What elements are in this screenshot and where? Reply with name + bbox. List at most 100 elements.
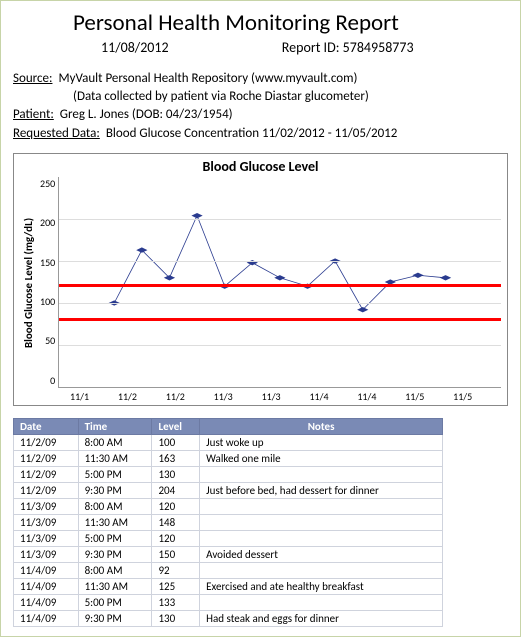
table-row: 11/3/099:30 PM150Avoided dessert — [14, 546, 443, 562]
table-cell: 11/2/09 — [14, 450, 79, 466]
table-row: 11/4/098:00 AM92 — [14, 562, 443, 578]
table-row: 11/4/0911:30 AM125Exercised and ate heal… — [14, 578, 443, 594]
chart-ylabel: Blood Glucose Level (mg/dL) — [20, 177, 37, 388]
ytick: 200 — [40, 216, 55, 229]
table-row: 11/2/095:00 PM130 — [14, 466, 443, 482]
patient-label: Patient: — [13, 106, 54, 124]
table-cell: 11/4/09 — [14, 562, 79, 578]
table-cell: 11:30 AM — [78, 514, 152, 530]
table-cell: 5:00 PM — [78, 466, 152, 482]
table-cell: 133 — [152, 594, 200, 610]
ytick: 150 — [40, 256, 55, 269]
xtick: 11/1 — [70, 390, 118, 403]
table-cell: 11/2/09 — [14, 434, 79, 450]
table-cell: 11/4/09 — [14, 610, 79, 626]
gridline — [59, 303, 501, 304]
table-cell: 11/2/09 — [14, 466, 79, 482]
table-row: 11/3/0911:30 AM148 — [14, 514, 443, 530]
table-cell: 11/2/09 — [14, 482, 79, 498]
xtick: 11/2 — [118, 390, 166, 403]
series-line — [114, 215, 445, 309]
table-cell — [200, 514, 443, 530]
table-cell: 92 — [152, 562, 200, 578]
table-cell: 150 — [152, 546, 200, 562]
table-cell: 8:00 AM — [78, 498, 152, 514]
table-cell: Walked one mile — [200, 450, 443, 466]
report-id-label: Report ID: — [282, 39, 340, 56]
table-cell — [200, 594, 443, 610]
table-header-row: DateTimeLevelNotes — [14, 418, 443, 434]
table-cell: 11/4/09 — [14, 578, 79, 594]
chart-container: Blood Glucose Level Blood Glucose Level … — [13, 153, 508, 406]
table-body: 11/2/098:00 AM100Just woke up11/2/0911:3… — [14, 434, 443, 626]
table-col-notes: Notes — [200, 418, 443, 434]
report-date: 11/08/2012 — [101, 39, 169, 56]
table-cell: 163 — [152, 450, 200, 466]
series-marker — [413, 272, 424, 277]
table-cell — [200, 530, 443, 546]
table-cell: 120 — [152, 498, 200, 514]
ytick: 100 — [40, 295, 55, 308]
requested-value: Blood Glucose Concentration 11/02/2012 -… — [106, 125, 398, 143]
table-cell: 11/3/09 — [14, 546, 79, 562]
series-marker — [440, 275, 451, 280]
xtick: 11/2 — [166, 390, 214, 403]
ytick: 50 — [45, 334, 55, 347]
xtick: 11/4 — [309, 390, 357, 403]
table-row: 11/3/095:00 PM120 — [14, 530, 443, 546]
data-table-container: DateTimeLevelNotes 11/2/098:00 AM100Just… — [13, 418, 508, 627]
table-cell: Had steak and eggs for dinner — [200, 610, 443, 626]
table-cell — [200, 562, 443, 578]
chart-yaxis: 250200150100500 — [37, 177, 58, 387]
report-title: Personal Health Monitoring Report — [73, 9, 508, 37]
series-marker — [192, 213, 203, 218]
table-cell: Exercised and ate healthy breakfast — [200, 578, 443, 594]
table-cell: 148 — [152, 514, 200, 530]
gridline — [59, 345, 501, 346]
report-subline: 11/08/2012 Report ID: 5784958773 — [101, 39, 508, 56]
gridline — [59, 261, 501, 262]
table-cell: Just woke up — [200, 434, 443, 450]
table-cell: 11/3/09 — [14, 514, 79, 530]
xtick: 11/3 — [214, 390, 262, 403]
table-cell — [200, 498, 443, 514]
table-row: 11/4/095:00 PM133 — [14, 594, 443, 610]
table-cell: 125 — [152, 578, 200, 594]
series-marker — [136, 247, 147, 252]
table-cell: 11:30 AM — [78, 450, 152, 466]
table-cell: 100 — [152, 434, 200, 450]
table-cell: 5:00 PM — [78, 594, 152, 610]
table-row: 11/2/099:30 PM204Just before bed, had de… — [14, 482, 443, 498]
table-cell: 8:00 AM — [78, 562, 152, 578]
table-cell: 8:00 AM — [78, 434, 152, 450]
table-col-level: Level — [152, 418, 200, 434]
source-label: Source: — [13, 70, 52, 88]
table-cell: 130 — [152, 610, 200, 626]
xtick: 11/5 — [453, 390, 501, 403]
patient-value: Greg L. Jones (DOB: 04/23/1954) — [60, 106, 233, 124]
table-row: 11/2/0911:30 AM163Walked one mile — [14, 450, 443, 466]
table-cell: 204 — [152, 482, 200, 498]
meta-block: Source: MyVault Personal Health Reposito… — [13, 70, 508, 143]
requested-label: Requested Data: — [13, 125, 100, 143]
table-cell: Avoided dessert — [200, 546, 443, 562]
table-cell: Just before bed, had dessert for dinner — [200, 482, 443, 498]
xtick: 11/5 — [405, 390, 453, 403]
table-col-date: Date — [14, 418, 79, 434]
table-cell: 9:30 PM — [78, 482, 152, 498]
chart-title: Blood Glucose Level — [20, 158, 501, 175]
table-row: 11/4/099:30 PM130Had steak and eggs for … — [14, 610, 443, 626]
table-cell: 9:30 PM — [78, 546, 152, 562]
xtick: 11/3 — [262, 390, 310, 403]
xtick: 11/4 — [357, 390, 405, 403]
data-table: DateTimeLevelNotes 11/2/098:00 AM100Just… — [13, 418, 443, 627]
table-row: 11/2/098:00 AM100Just woke up — [14, 434, 443, 450]
table-cell: 130 — [152, 466, 200, 482]
chart-plot — [58, 177, 501, 388]
series-marker — [357, 307, 368, 312]
table-cell: 120 — [152, 530, 200, 546]
table-cell: 11/3/09 — [14, 530, 79, 546]
gridline — [59, 219, 501, 220]
series-marker — [164, 275, 175, 280]
table-col-time: Time — [78, 418, 152, 434]
